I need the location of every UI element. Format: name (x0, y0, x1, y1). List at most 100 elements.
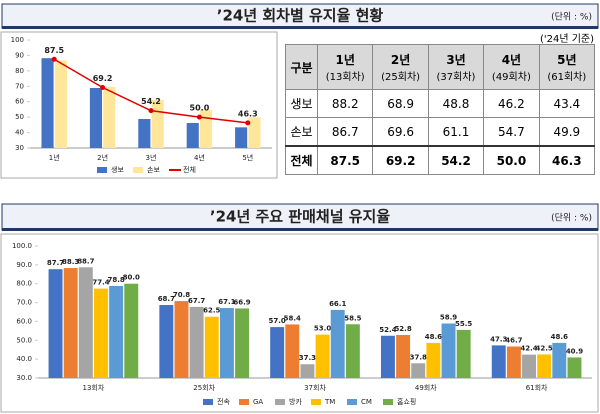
bar (94, 288, 108, 378)
section-title: ’24년 주요 판매채널 유지율 (210, 208, 390, 226)
bar (300, 364, 315, 378)
y-tick-label: 30 (15, 144, 24, 152)
value-label: 67.7 (188, 297, 205, 305)
bar (48, 269, 63, 378)
table-cell: 전체 (284, 145, 319, 175)
y-tick-label: 70 (15, 82, 24, 90)
table-cell: 61.1 (427, 117, 485, 147)
table-cell: 48.8 (427, 89, 485, 118)
y-tick-label: 40.0 (16, 355, 32, 363)
header-cell: 5년 (61회차) (538, 44, 596, 90)
value-label: 88.3 (62, 258, 79, 266)
y-tick-label: 70.0 (16, 299, 32, 307)
table-note: ('24년 기준) (539, 34, 594, 45)
bar (491, 345, 506, 378)
header-label: 1년 (335, 53, 355, 67)
value-label: 87.5 (44, 46, 64, 55)
y-tick-label: 80 (15, 67, 24, 75)
bar (204, 316, 219, 378)
value-label: 70.8 (173, 291, 190, 299)
bar (138, 118, 151, 148)
table-cell: 86.7 (317, 117, 374, 147)
y-tick-label: 100.0 (12, 242, 32, 250)
legend-label: 전체 (183, 165, 196, 174)
x-tick-label: 13회차 (83, 383, 105, 392)
bar (345, 324, 360, 378)
y-tick-label: 50.0 (16, 336, 32, 344)
unit: (단위 : %) (551, 213, 592, 224)
bar (235, 308, 250, 378)
legend-label: 홈쇼핑 (397, 397, 416, 406)
table: 구분 1년 (13회차) 2년 (25회차) 3년 (37회차) 4년 (49회차) 5년 (61회… (284, 44, 596, 175)
value-label: 48.6 (551, 333, 568, 341)
legend-swatch (275, 399, 285, 405)
header-label: 2년 (390, 53, 411, 67)
value-label: 52.8 (394, 325, 411, 333)
table-row: 손보 86.7 69.6 61.1 54.7 49.9 (284, 117, 596, 147)
table-cell: 손보 (284, 117, 319, 147)
table-cell: 69.6 (372, 117, 429, 147)
table-cell: 49.9 (538, 117, 596, 147)
line-marker (100, 85, 106, 91)
value-label: 55.5 (455, 320, 472, 328)
bar (186, 123, 199, 148)
chart-frame (0, 233, 599, 413)
legend-swatch (311, 399, 321, 405)
value-label: 88.7 (77, 257, 94, 265)
table-cell: 46.2 (483, 89, 540, 118)
header-cell: 3년 (37회차) (427, 44, 485, 90)
y-tick-label: 60.0 (16, 317, 32, 325)
bar (426, 342, 441, 378)
value-label: 87.7 (47, 259, 64, 267)
title-bar (1, 203, 599, 231)
header-cell: 2년 (25회차) (372, 44, 429, 90)
table-cell: 43.4 (538, 89, 596, 118)
line-marker (51, 56, 57, 62)
x-tick-label: 1년 (49, 153, 60, 162)
line (53, 58, 248, 124)
legend-swatch (133, 167, 143, 173)
line-marker (148, 108, 154, 114)
bar (124, 283, 139, 378)
value-label: 58.5 (344, 314, 361, 322)
y-tick-label: 40 (15, 129, 24, 137)
header-sub: (49회차) (491, 72, 531, 83)
bar (235, 127, 248, 148)
table-row: 전체 87.5 69.2 54.2 50.0 46.3 (284, 145, 596, 175)
bar (380, 335, 395, 378)
value-label: 80.0 (123, 274, 140, 282)
bar (103, 86, 116, 148)
table-row: 생보 88.2 68.9 48.8 46.2 43.4 (284, 89, 596, 118)
legend-label: CM (361, 398, 372, 406)
value-label: 40.9 (566, 347, 583, 355)
header-sub: (13회차) (325, 72, 365, 83)
value-label: 46.7 (505, 337, 522, 345)
value-label: 47.3 (490, 335, 507, 343)
section-title: ’24년 회차별 유지율 현황 (217, 7, 384, 25)
table-cell: 50.0 (483, 145, 540, 175)
x-tick-label: 37회차 (304, 383, 326, 392)
legend-label: GA (253, 398, 263, 406)
value-label: 37.3 (299, 354, 316, 362)
y-tick-label: 30.0 (16, 374, 32, 382)
legend-swatch (203, 399, 213, 405)
table-cell: 68.9 (372, 89, 429, 118)
header-label: 구분 (290, 60, 313, 75)
x-tick-label: 49회차 (415, 383, 437, 392)
value-label: 50.0 (190, 104, 210, 113)
value-label: 48.6 (425, 333, 442, 341)
title-rule (2, 26, 598, 29)
y-tick-label: 100 (11, 36, 24, 44)
value-label: 69.2 (93, 74, 113, 83)
value-label: 78.8 (107, 276, 124, 284)
value-label: 62.5 (203, 307, 220, 315)
y-tick-label: 90.0 (16, 261, 32, 269)
y-tick-label: 60 (15, 98, 24, 106)
bar (456, 329, 471, 378)
bar (537, 354, 552, 378)
bar (522, 354, 536, 378)
x-tick-label: 4년 (194, 153, 205, 162)
bar (89, 87, 102, 148)
